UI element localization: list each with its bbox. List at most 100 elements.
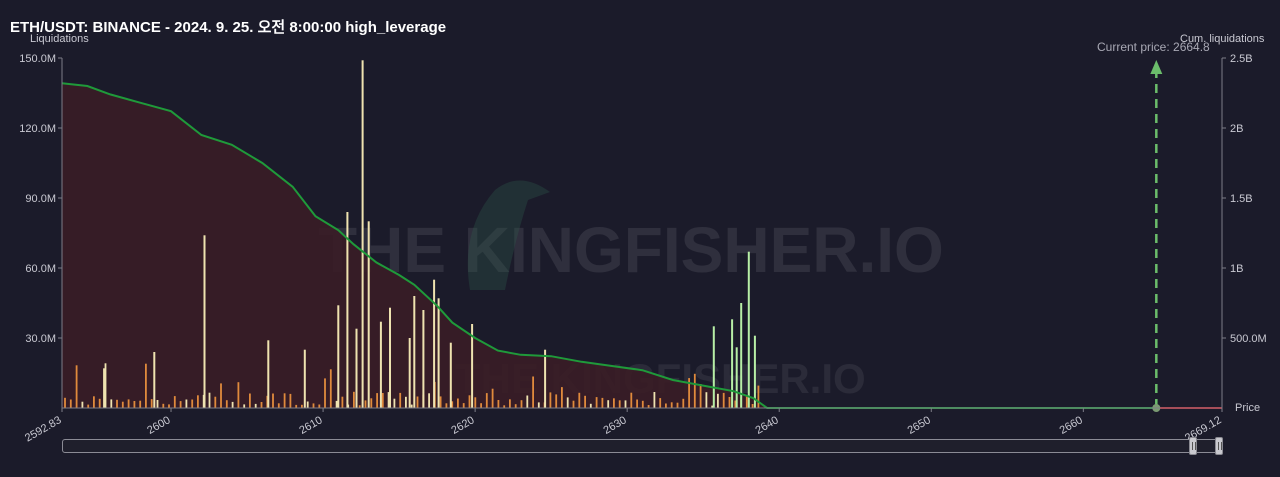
liquidation-bar (641, 400, 644, 408)
liquidation-bar (272, 393, 274, 408)
liquidation-bar (289, 393, 292, 408)
liquidation-bar (208, 392, 211, 408)
liquidation-bar (389, 307, 391, 408)
liquidation-bar (449, 342, 452, 408)
liquidation-bar (393, 398, 396, 408)
liquidation-bar (485, 393, 488, 408)
liquidation-bar (335, 400, 338, 408)
liquidation-bar (601, 397, 604, 408)
liquidation-bar (735, 347, 738, 408)
liquidation-bar (416, 396, 419, 408)
liquidation-bar (722, 392, 725, 408)
liquidation-bar (237, 382, 240, 408)
liquidation-bar (595, 397, 598, 408)
x-tick-label: 2630 (601, 414, 628, 437)
y-tick-label: 150.0M (19, 53, 56, 65)
liquidation-bar (69, 399, 72, 408)
liquidation-bar (474, 397, 477, 408)
liquidation-bar (121, 401, 124, 408)
liquidation-bar (376, 393, 378, 408)
cum-area-layer (62, 83, 768, 408)
liquidation-bar (613, 398, 615, 408)
x-tick-label: 2620 (449, 414, 476, 437)
kingfisher-bird-icon (467, 180, 550, 290)
liquidation-bar (544, 349, 547, 408)
liquidation-bar (301, 404, 303, 408)
y2-tick-label: 1.5B (1230, 193, 1253, 205)
liquidation-bar (243, 404, 246, 408)
y2-tick-label: 2.5B (1230, 53, 1253, 65)
x-axis-title: Price (1235, 402, 1261, 414)
liquidation-bar (318, 404, 321, 408)
y-tick-label: 90.0M (25, 193, 56, 205)
liquidation-bar (584, 395, 586, 408)
liquidation-bar (410, 404, 413, 408)
x-tick-label: 2610 (297, 414, 324, 437)
zoom-scrollbar[interactable] (62, 439, 1222, 453)
liquidation-bar (422, 310, 425, 408)
liquidation-bar (324, 378, 326, 408)
liquidation-bar (203, 235, 206, 408)
liquidation-bar (480, 403, 482, 408)
liquidation-bar (225, 400, 228, 408)
liquidation-bar (103, 368, 106, 408)
current-price-arrow-icon (1150, 60, 1163, 74)
liquidation-bar (437, 298, 440, 408)
liquidation-bar (711, 405, 714, 408)
liquidation-bar (555, 394, 558, 408)
liquidation-bar (185, 399, 188, 408)
liquidation-bar (471, 324, 474, 408)
x-tick-label: 2660 (1058, 414, 1085, 437)
liquidation-bar (712, 326, 715, 408)
liquidation-bar (699, 384, 702, 408)
liquidation-bar (295, 404, 298, 408)
liquidation-bar (497, 400, 500, 408)
liquidation-bar (133, 401, 136, 408)
scrollbar-left-handle[interactable] (1189, 437, 1197, 455)
liquidation-bar (249, 393, 251, 408)
liquidation-bar (676, 402, 679, 408)
scrollbar-right-handle[interactable] (1215, 437, 1223, 455)
liquidation-bar (220, 383, 222, 408)
liquidation-bar (572, 400, 575, 408)
liquidation-bar (162, 403, 165, 408)
liquidation-bar (353, 391, 355, 408)
liquidation-bar (445, 403, 448, 408)
liquidation-bar (520, 400, 523, 408)
liquidation-bar (139, 400, 142, 408)
current-price-label: Current price: 2664.8 (1097, 40, 1210, 54)
liquidation-bar (753, 335, 756, 408)
liquidation-bar (468, 395, 471, 408)
liquidation-bar (670, 402, 673, 408)
liquidation-bar (509, 399, 511, 408)
liquidation-bar (636, 399, 638, 408)
liquidation-bar (104, 363, 107, 408)
liquidation-bar (153, 352, 156, 408)
liquidation-bar (254, 403, 257, 408)
y-tick-label: 120.0M (19, 123, 56, 135)
liquidation-bar (526, 395, 529, 408)
liquidation-bar (688, 378, 690, 408)
y-axis-title: Liquidations (30, 33, 89, 45)
liquidation-bar (214, 396, 217, 408)
y2-tick-label: 2B (1230, 123, 1243, 135)
axis-layer: 150.0M 120.0M 90.0M 60.0M 30.0M 2.5B 2B 1.5B 1B 5… (19, 53, 1266, 444)
liquidation-bar (740, 303, 743, 408)
liquidation-bar (503, 405, 506, 408)
liquidation-bar (267, 340, 270, 408)
liquidation-bar (532, 376, 534, 408)
liquidation-bar (682, 398, 685, 408)
x-tick-label: 2650 (906, 414, 933, 437)
liquidation-bar (589, 403, 592, 408)
liquidation-bar (728, 397, 731, 408)
liquidation-bar (337, 305, 340, 408)
liquidation-bar (647, 405, 650, 408)
liquidation-bar (277, 403, 280, 408)
liquidation-bar (127, 399, 130, 408)
liquidation-bar (64, 397, 66, 408)
y2-tick-label: 1B (1230, 263, 1243, 275)
liquidation-bar (179, 401, 182, 408)
liquidation-bar (717, 393, 719, 408)
